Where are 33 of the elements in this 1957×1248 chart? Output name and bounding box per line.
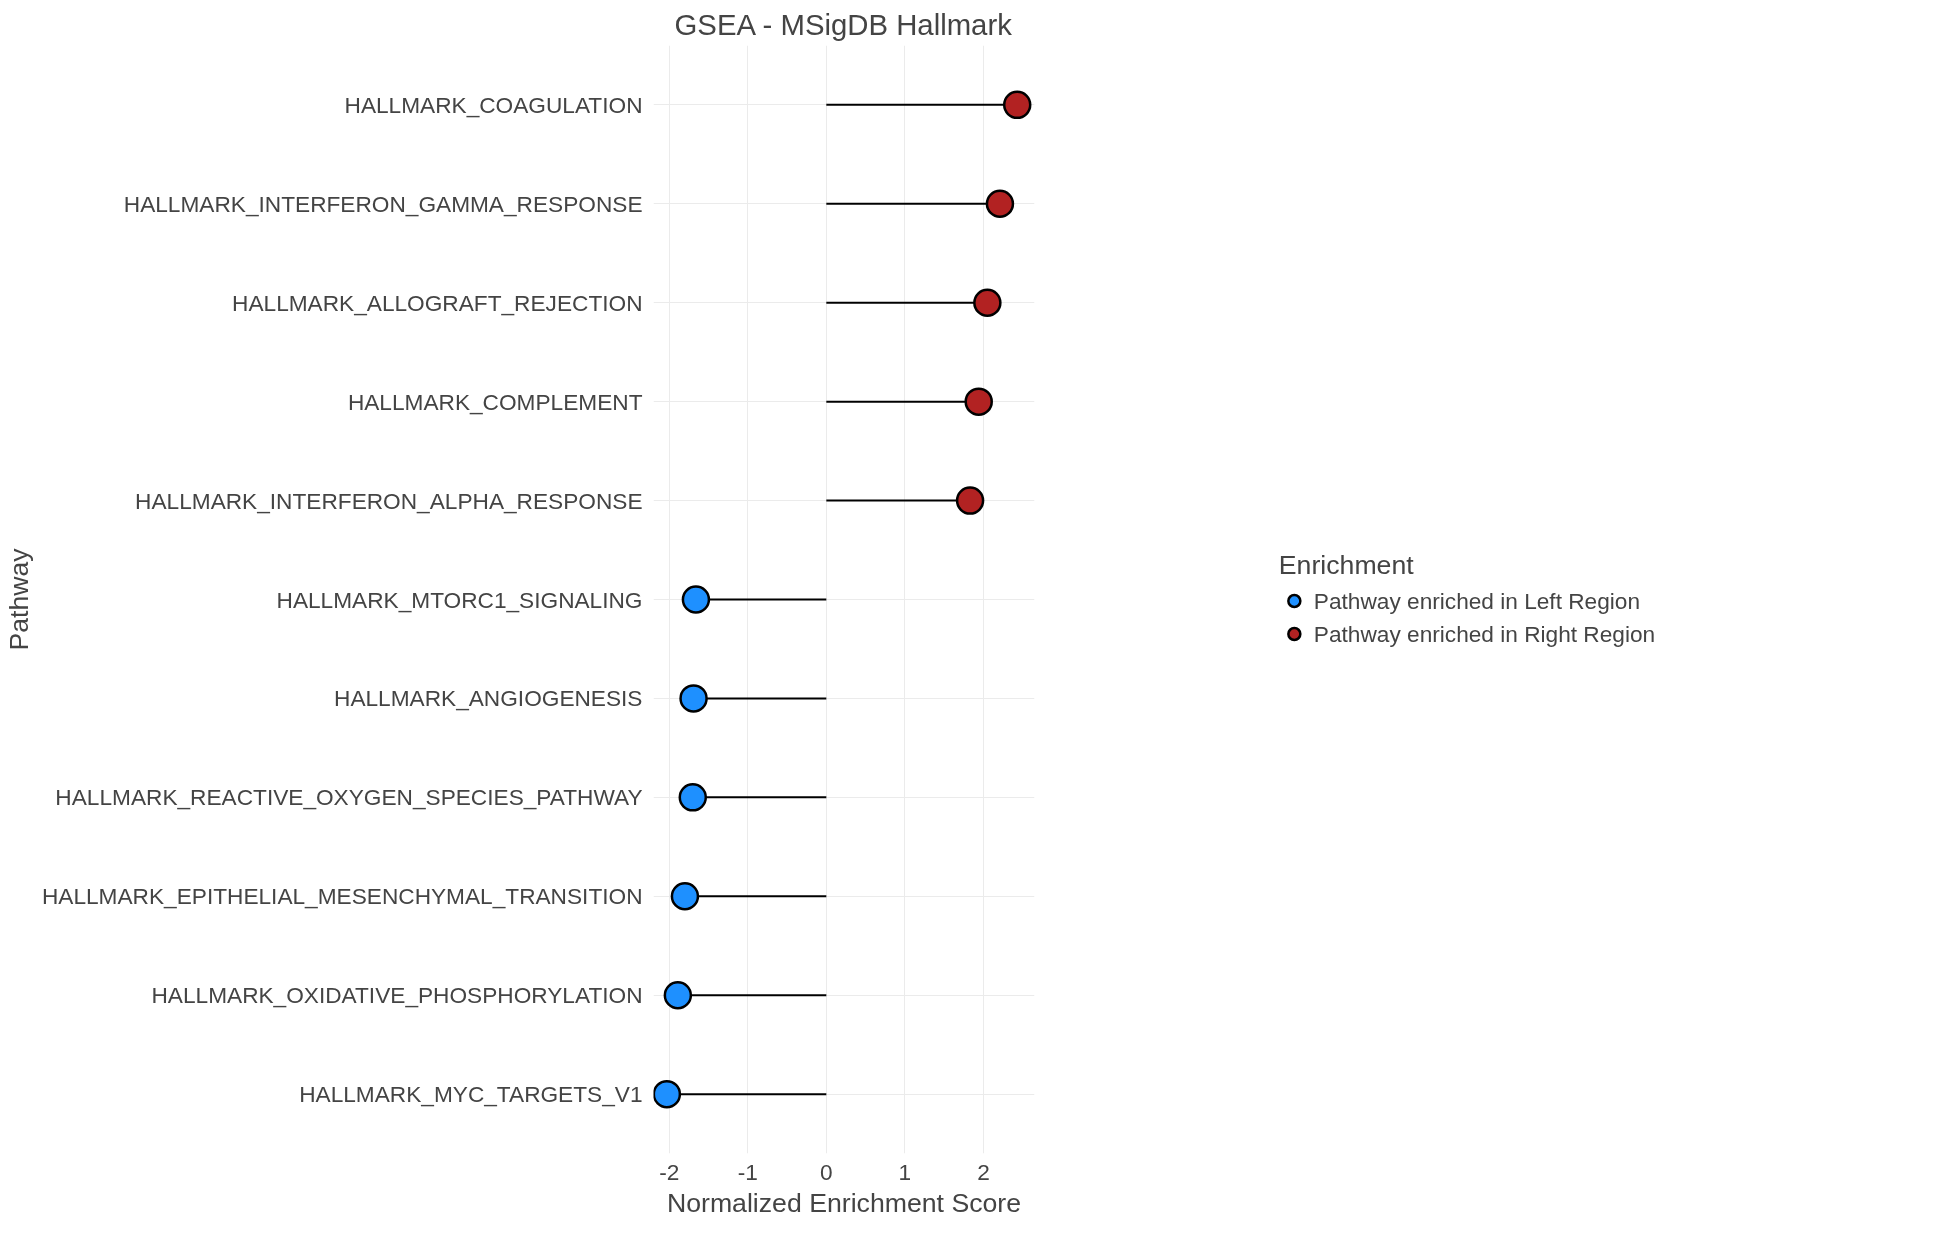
x-tick-label: -2 <box>659 1158 680 1185</box>
x-tick-label: 0 <box>820 1158 833 1185</box>
point <box>663 980 693 1010</box>
y-tick-label: HALLMARK_MYC_TARGETS_V1 <box>299 1081 643 1108</box>
point <box>653 1079 682 1109</box>
y-tick-label: HALLMARK_COMPLEMENT <box>347 388 643 415</box>
y-tick-label: HALLMARK_MTORC1_SIGNALING <box>276 586 643 613</box>
x-tick-label: 2 <box>977 1158 990 1185</box>
x-tick-label: 1 <box>898 1158 912 1185</box>
point <box>973 288 1002 317</box>
y-tick-label: HALLMARK_EPITHELIAL_MESENCHYMAL_TRANSITION <box>41 883 643 910</box>
point <box>681 585 711 614</box>
chart-title: GSEA - MSigDB Hallmark <box>674 7 1013 41</box>
point <box>955 486 985 515</box>
y-tick-label: HALLMARK_INTERFERON_GAMMA_RESPONSE <box>123 190 643 217</box>
y-tick-label: HALLMARK_COAGULATION <box>344 91 643 118</box>
y-tick-label: HALLMARK_OXIDATIVE_PHOSPHORYLATION <box>151 982 643 1009</box>
x-tick-label: -1 <box>737 1158 758 1185</box>
legend-label: Pathway enriched in Left Region <box>1313 587 1641 614</box>
legend-label: Pathway enriched in Right Region <box>1313 620 1656 647</box>
y-tick-label: HALLMARK_INTERFERON_ALPHA_RESPONSE <box>135 487 643 514</box>
y-axis-title: Pathway <box>3 547 34 651</box>
y-tick-label: HALLMARK_REACTIVE_OXYGEN_SPECIES_PATHWAY <box>55 784 643 811</box>
point <box>679 684 708 713</box>
legend-title: Enrichment <box>1278 549 1415 581</box>
x-axis-title: Normalized Enrichment Score <box>666 1187 1022 1218</box>
point <box>964 387 993 416</box>
point <box>678 783 708 812</box>
y-tick-label: HALLMARK_ALLOGRAFT_REJECTION <box>232 289 643 316</box>
y-tick-label: HALLMARK_ANGIOGENESIS <box>334 685 643 712</box>
point <box>670 882 700 911</box>
point <box>985 189 1015 219</box>
point <box>1002 90 1032 120</box>
